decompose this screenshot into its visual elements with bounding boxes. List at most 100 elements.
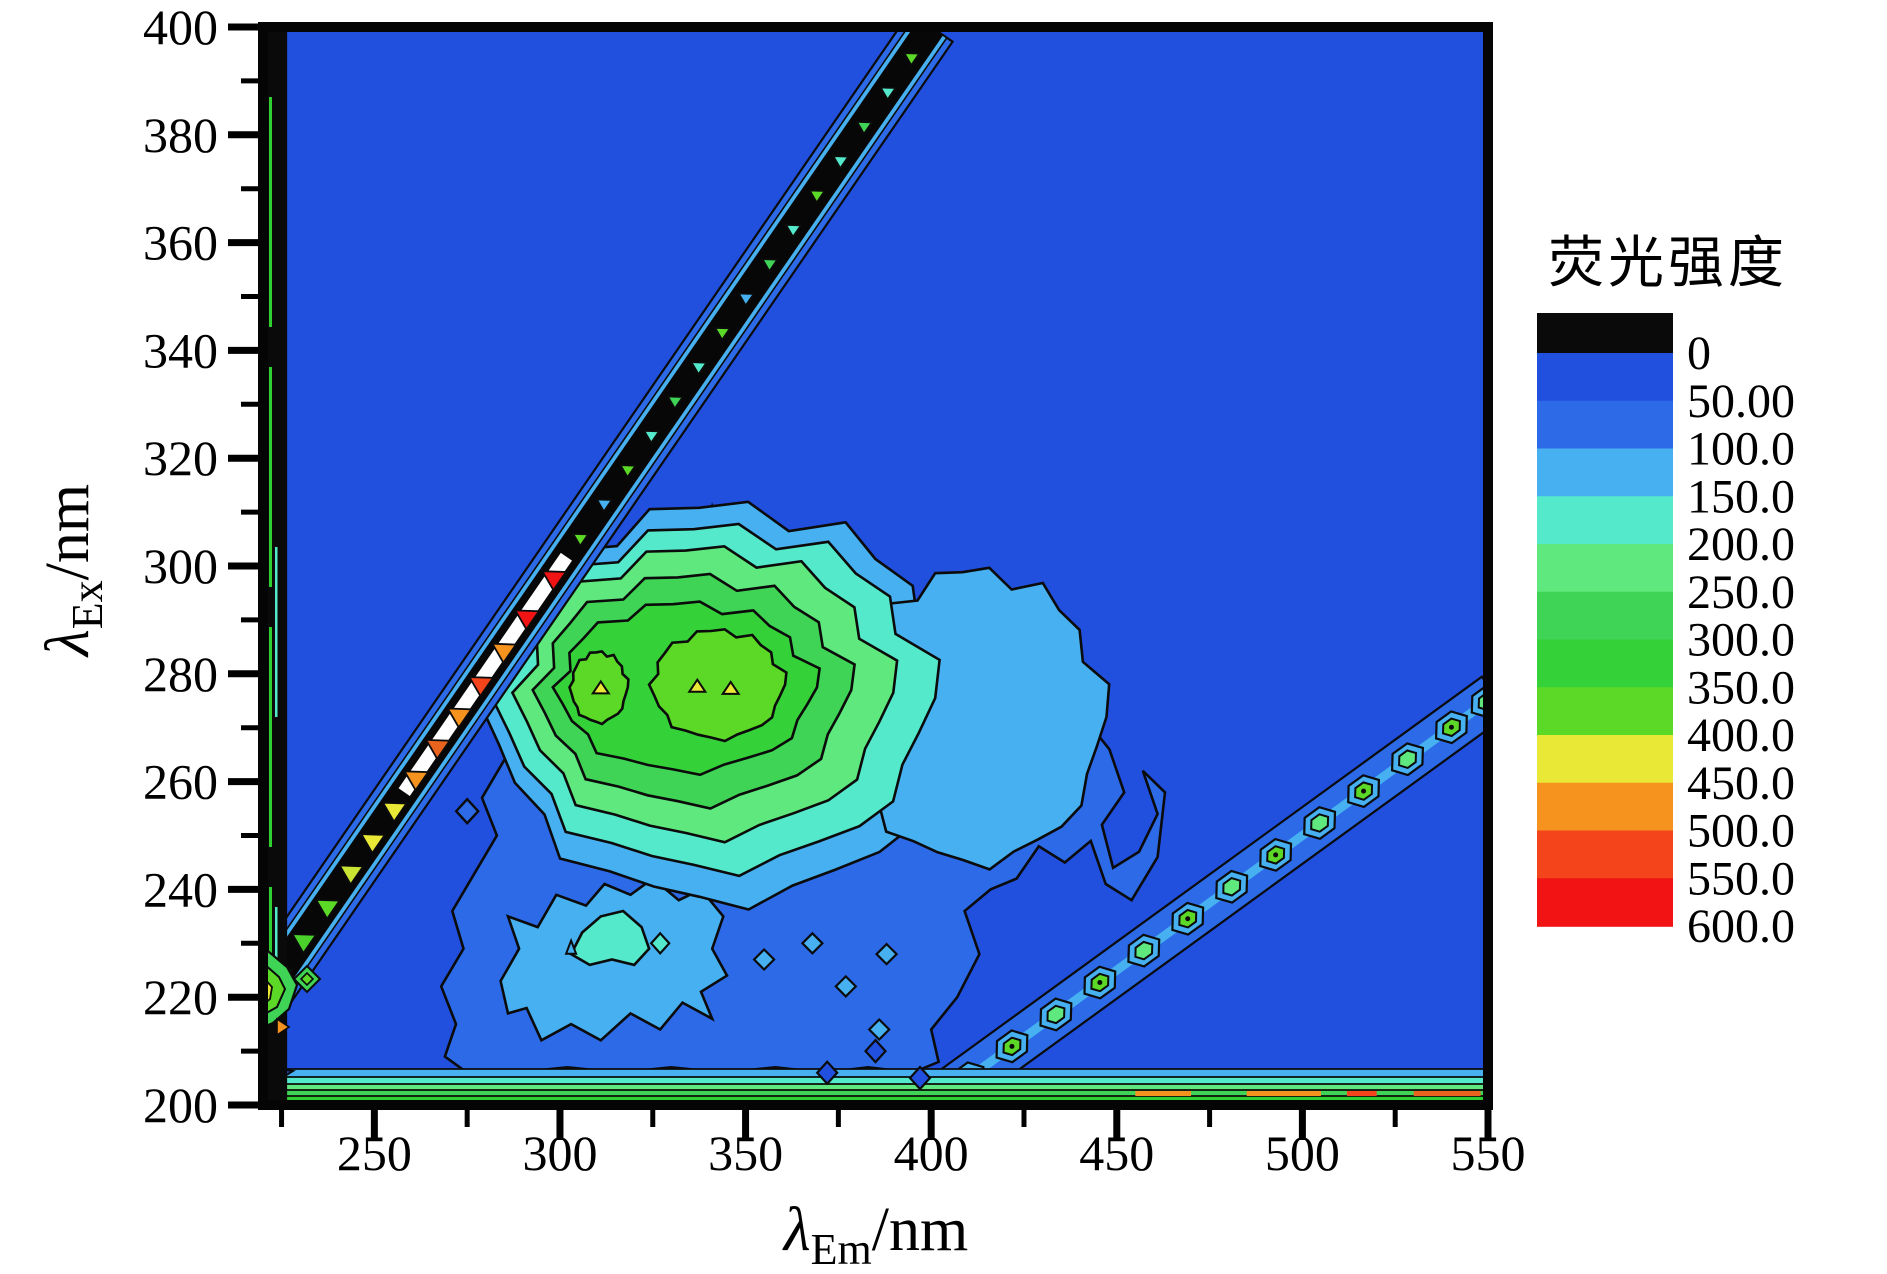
- scatter-bead-core: [1222, 877, 1242, 897]
- bottom-band-stripe: [263, 1077, 1488, 1084]
- colorbar-legend: 荧光强度 050.00100.0150.0200.0250.0300.0350.…: [1537, 231, 1795, 953]
- plot-frame: [258, 22, 1493, 1110]
- colorbar-band: [1537, 687, 1673, 736]
- x-axis-lambda: λ: [782, 1196, 811, 1264]
- rayleigh-band-triangle: [784, 223, 803, 239]
- x-tick-label: 250: [337, 1125, 412, 1181]
- colorbar-band: [1537, 830, 1673, 880]
- colorbar-tick-label: 100.0: [1687, 423, 1795, 476]
- x-tick-label: 450: [1079, 1125, 1154, 1181]
- x-axis-title: λEm/nm: [782, 1196, 968, 1274]
- colorbar-band: [1537, 353, 1673, 402]
- rayleigh-band-triangle: [467, 676, 495, 698]
- x-tick-label: 500: [1265, 1125, 1340, 1181]
- y-tick-label: 200: [143, 1077, 218, 1133]
- y-axis-title: λEx/nm: [34, 484, 112, 658]
- rayleigh-band-triangle: [446, 707, 473, 730]
- x-axis-unit: /nm: [872, 1196, 968, 1264]
- bottom-band-dash: [1135, 1091, 1192, 1096]
- scatter-bead-dot: [1448, 724, 1454, 730]
- rayleigh-band-triangle: [666, 395, 685, 411]
- rayleigh-band-triangle: [760, 258, 779, 273]
- main-peak-core-dot-400: [590, 679, 611, 695]
- y-tick-label: 280: [143, 646, 218, 702]
- colorbar-title: 荧光强度: [1548, 231, 1788, 294]
- colorbar-band: [1537, 878, 1673, 927]
- colorbar-band: [1537, 735, 1673, 784]
- x-tick-label: 550: [1451, 1125, 1526, 1181]
- rayleigh-band-triangle: [513, 609, 541, 631]
- secondary-peak-teardrop: [564, 937, 578, 955]
- bottom-band-stripe: [263, 1084, 1488, 1090]
- secondary-peak-core-150: [569, 909, 651, 967]
- y-tick-label: 220: [143, 969, 218, 1025]
- background-outline-diamond: [908, 1065, 932, 1091]
- colorbar-band: [1537, 448, 1673, 498]
- rayleigh-band-triangle: [359, 833, 387, 855]
- x-tick-label: 400: [894, 1125, 969, 1181]
- rayleigh-band-triangle: [381, 801, 409, 824]
- plot-border: [258, 22, 1493, 1110]
- colorbar-tick-label: 300.0: [1687, 614, 1795, 667]
- left-corner-orange-triangle: [276, 1017, 291, 1037]
- satellite-diamond-100: [875, 942, 899, 966]
- main-peak-contour-350: [647, 627, 788, 743]
- satellite-diamond-100: [834, 974, 858, 998]
- scatter-bead-dot: [1097, 980, 1103, 986]
- x-tick-label: 300: [522, 1125, 597, 1181]
- rayleigh-band-triangle: [618, 464, 638, 479]
- rayleigh-band-triangle: [540, 570, 568, 592]
- colorbar-tick-label: 450.0: [1687, 757, 1795, 810]
- axes: 250 300 350 400 450 500 550 200 220 240 260 280 300 3…: [143, 0, 1526, 1181]
- left-edge-streak: [269, 367, 272, 587]
- rayleigh-band-triangle: [338, 864, 365, 887]
- scatter-bead-core: [1134, 940, 1154, 961]
- left-corner-blob-mid: [263, 961, 287, 1017]
- colorbar-tick-label: 0: [1687, 327, 1711, 380]
- left-edge-streak: [269, 887, 272, 1002]
- left-edge-streak: [275, 547, 278, 717]
- left-edge-streak: [269, 97, 272, 327]
- rayleigh-band-triangle: [642, 429, 661, 445]
- main-peak-core-dot-400: [687, 677, 708, 693]
- y-tick-label: 300: [143, 538, 218, 594]
- colorbar-band: [1537, 639, 1673, 689]
- rayleigh-band-triangle: [424, 738, 452, 761]
- rayleigh-band-triangle: [490, 642, 518, 665]
- y-tick-label: 260: [143, 754, 218, 810]
- y-tick-label: 320: [143, 430, 218, 486]
- y-axis-lambda: λ: [34, 629, 102, 658]
- background-outline-diamond: [864, 1038, 887, 1064]
- colorbar-tick-label: 600.0: [1687, 900, 1795, 953]
- left-edge-streak: [269, 627, 272, 847]
- rayleigh-band-triangle: [290, 933, 318, 955]
- colorbar-band: [1537, 313, 1673, 353]
- rayleigh-band-triangle: [902, 52, 921, 67]
- rayleigh-band-triangle: [595, 498, 614, 514]
- scatter-bead-dot: [1185, 916, 1191, 922]
- plot-area: [263, 27, 1488, 1105]
- colorbar-tick-label: 50.00: [1687, 375, 1795, 428]
- colorbar-tick-label: 350.0: [1687, 661, 1795, 714]
- rayleigh-band-triangle: [571, 532, 590, 548]
- y-tick-label: 400: [143, 0, 218, 55]
- left-edge-streak: [275, 907, 278, 982]
- scatter-bead-core: [1310, 813, 1330, 833]
- y-tick-label: 360: [143, 215, 218, 271]
- rayleigh-band-triangle: [831, 155, 850, 170]
- colorbar-tick-label: 550.0: [1687, 852, 1795, 905]
- colorbar-tick-label: 400.0: [1687, 709, 1795, 762]
- scatter-bead-dot: [1361, 788, 1367, 794]
- y-tick-label: 380: [143, 107, 218, 163]
- colorbar-tick-label: 500.0: [1687, 805, 1795, 858]
- bottom-band-dash: [1246, 1091, 1321, 1096]
- rayleigh-band-triangle: [879, 86, 898, 102]
- bottom-band-stripe: [263, 1069, 1488, 1077]
- satellite-diamond-100: [800, 931, 824, 955]
- colorbar-tick-label: 150.0: [1687, 470, 1795, 523]
- rayleigh-band-triangle: [737, 292, 756, 308]
- secondary-peak-diamond: [649, 931, 671, 955]
- contour-diamond-50: [454, 797, 480, 825]
